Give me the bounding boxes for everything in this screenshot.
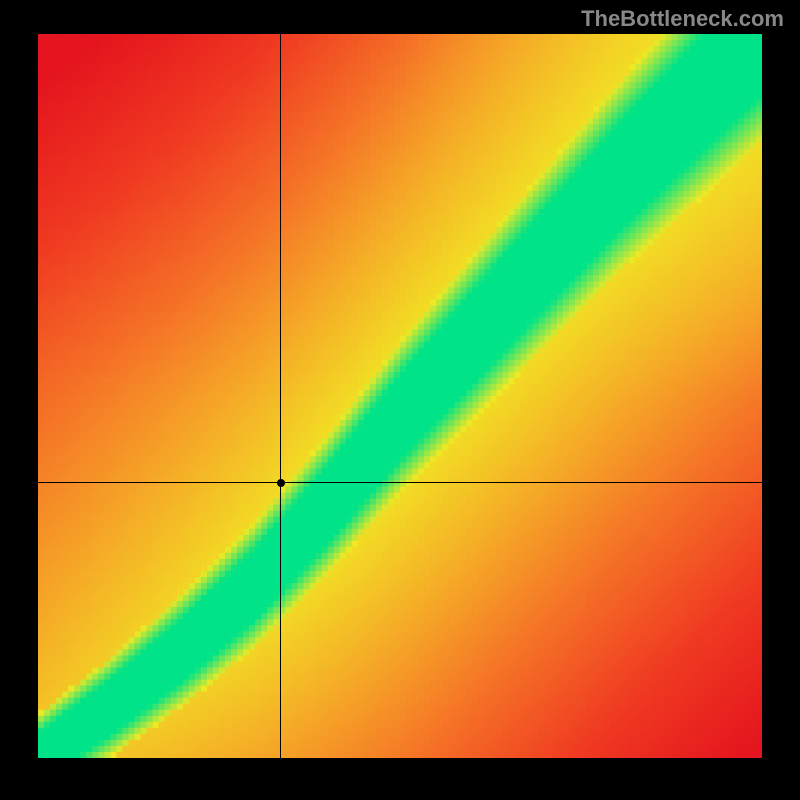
heatmap-canvas (38, 34, 762, 758)
chart-container: TheBottleneck.com (0, 0, 800, 800)
crosshair-horizontal (38, 482, 762, 483)
plot-area (38, 34, 762, 758)
watermark-text: TheBottleneck.com (581, 6, 784, 32)
data-point-marker (277, 479, 285, 487)
crosshair-vertical (280, 34, 281, 758)
